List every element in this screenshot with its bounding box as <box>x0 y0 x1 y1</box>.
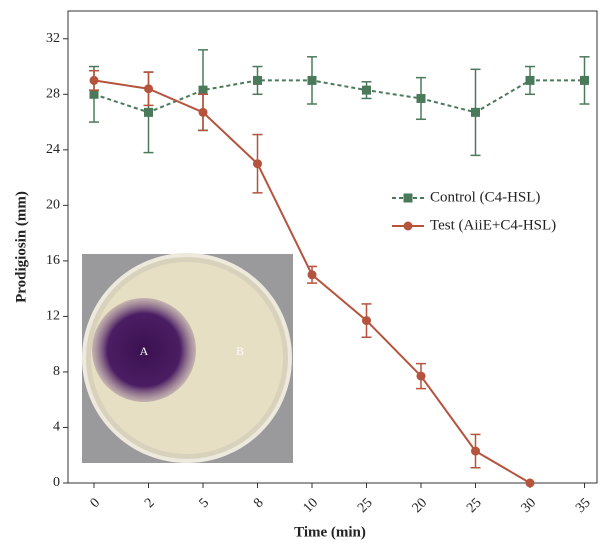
point <box>198 107 208 117</box>
point <box>253 75 262 85</box>
x-axis-label: Time (min) <box>294 524 366 540</box>
plot-frame <box>67 10 598 484</box>
y-tick-label: 32 <box>46 31 60 46</box>
x-tick-label: 25 <box>355 495 376 516</box>
legend-label: Test (AiiE+C4-HSL) <box>430 217 556 233</box>
y-tick-label: 4 <box>53 420 60 435</box>
legend-marker <box>403 193 413 203</box>
series <box>89 69 535 488</box>
point <box>89 89 99 99</box>
point <box>253 159 262 169</box>
x-tick-label: 25 <box>464 495 485 516</box>
point <box>144 107 153 117</box>
point <box>525 478 535 488</box>
point <box>307 75 317 85</box>
y-tick-label: 16 <box>46 253 60 268</box>
x-tick-label: 5 <box>197 495 213 511</box>
x-tick-label: 2 <box>142 495 158 511</box>
point <box>471 107 480 117</box>
point <box>471 446 480 456</box>
point <box>416 93 426 103</box>
y-tick-label: 0 <box>53 475 60 490</box>
legend-label: Control (C4-HSL) <box>430 189 540 205</box>
x-tick-label: 30 <box>519 495 540 516</box>
point <box>362 316 371 326</box>
series <box>89 49 590 157</box>
y-tick-label: 8 <box>53 364 60 379</box>
inset-label: B <box>236 344 244 358</box>
y-axis-label: Prodigiosin (mm) <box>13 191 29 303</box>
point <box>416 371 426 381</box>
inset-label: A <box>140 344 149 358</box>
point <box>144 84 153 94</box>
point <box>89 75 99 85</box>
point <box>362 85 371 95</box>
point <box>525 75 535 85</box>
point <box>580 75 589 85</box>
x-tick-label: 10 <box>301 495 322 516</box>
legend-marker <box>403 221 413 231</box>
x-tick-label: 0 <box>88 495 104 511</box>
y-tick-label: 24 <box>46 142 60 157</box>
point <box>198 85 208 95</box>
y-tick-label: 28 <box>46 87 60 102</box>
x-tick-label: 20 <box>410 495 431 516</box>
x-tick-label: 8 <box>251 495 267 511</box>
inset-photo: A B <box>82 253 293 463</box>
x-tick-label: 35 <box>573 495 594 516</box>
y-tick-label: 12 <box>46 309 60 324</box>
y-tick-label: 20 <box>46 198 60 213</box>
point <box>307 270 317 280</box>
